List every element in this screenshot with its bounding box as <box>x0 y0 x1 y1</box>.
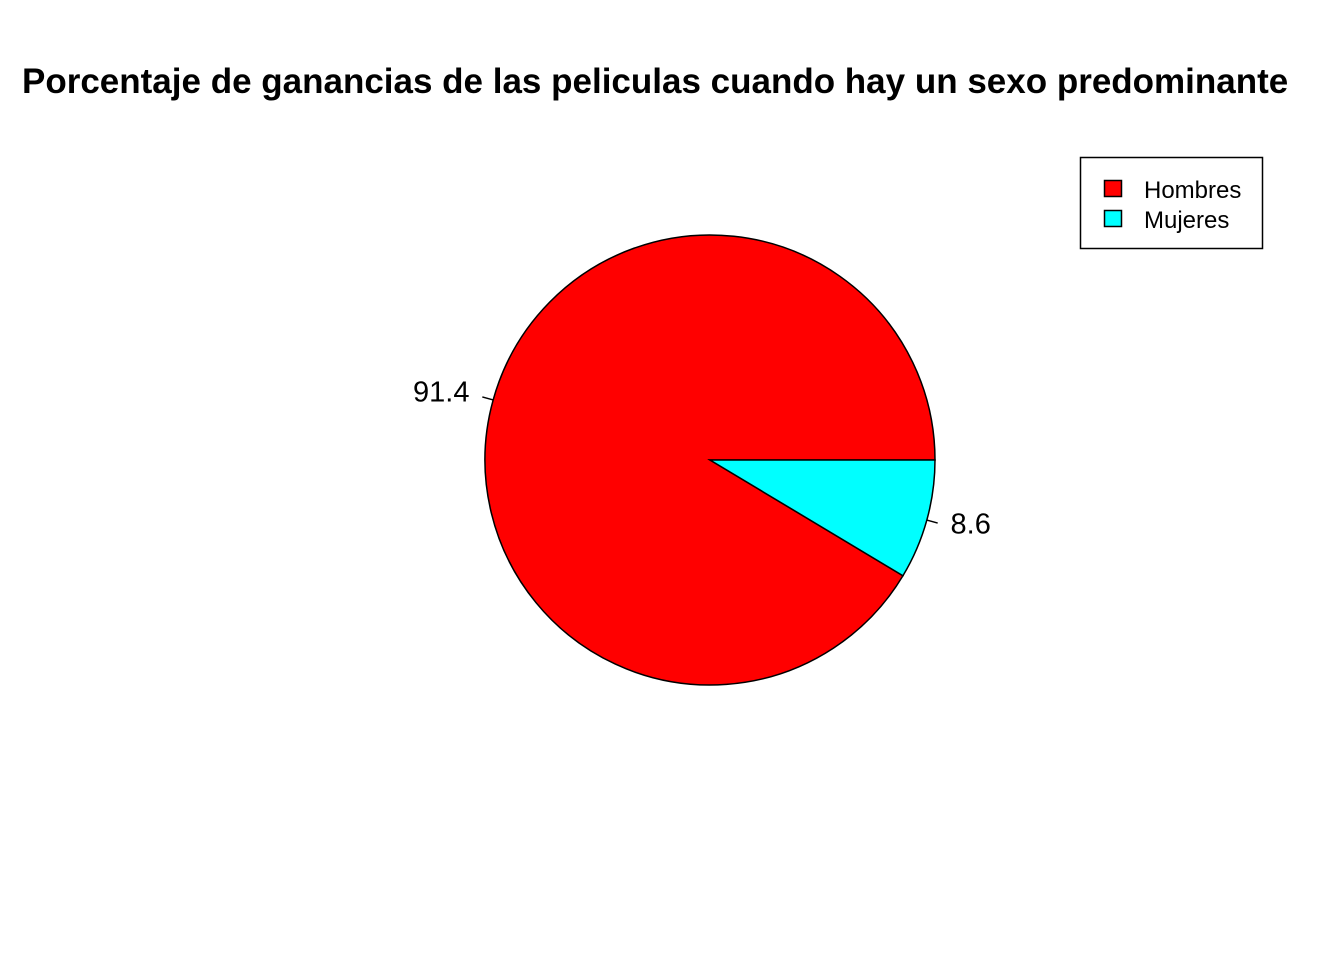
pie-tick-mujeres <box>926 519 938 524</box>
pie-slice-mujeres <box>707 459 936 577</box>
pie-tick-hombres <box>482 396 494 401</box>
chart-title: Porcentaje de ganancias de las peliculas… <box>22 62 1288 101</box>
legend-label-hombres: Hombres <box>1144 177 1241 204</box>
pie-label-hombres: 91.4 <box>413 377 469 409</box>
pie-label-mujeres: 8.6 <box>951 509 991 541</box>
legend: Hombres Mujeres <box>1079 156 1264 250</box>
legend-box <box>1079 156 1264 250</box>
pie-slices <box>484 234 936 686</box>
pie-label-ticks <box>482 396 938 524</box>
pie-slice-labels: 91.4 8.6 <box>413 377 991 541</box>
legend-swatch-mujeres <box>1103 209 1123 228</box>
legend-swatch-hombres <box>1103 179 1123 198</box>
legend-label-mujeres: Mujeres <box>1144 207 1229 234</box>
